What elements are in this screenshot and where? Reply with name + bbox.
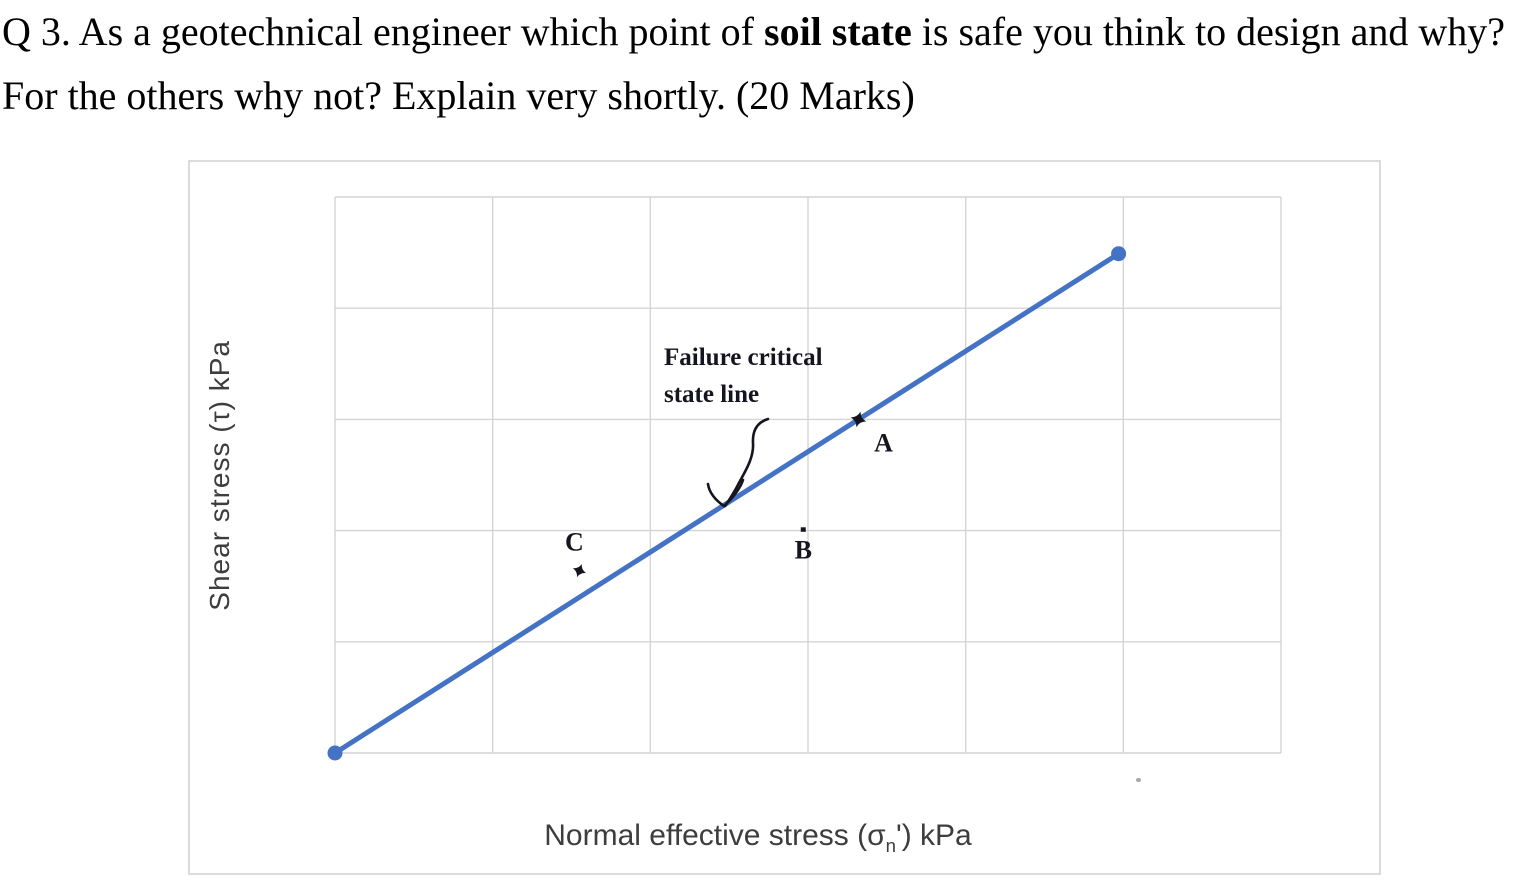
question-bold-soil-state: soil state [764,9,912,54]
y-axis-label: Shear stress (τ) kPa [204,339,235,611]
question-line-1: Q 3. As a geotechnical engineer which po… [2,9,1506,54]
question-text: Q 3. As a geotechnical engineer which po… [2,0,1505,128]
svg-text:B: B [795,535,812,564]
stray-mark [1136,778,1141,782]
plot-svg: A B C [327,196,1282,761]
annotation-failure-critical-state-line: Failure critical state line [664,344,823,408]
question-line-2: For the others why not? Explain very sho… [2,73,915,118]
annotation-arrow [706,417,770,508]
svg-text:C: C [565,528,584,557]
chart-container: Shear stress (τ) kPa A B C Failure critica… [188,160,1381,875]
x-axis-label: Normal effective stress (σn') kPa [544,819,972,856]
svg-text:A: A [874,428,893,457]
